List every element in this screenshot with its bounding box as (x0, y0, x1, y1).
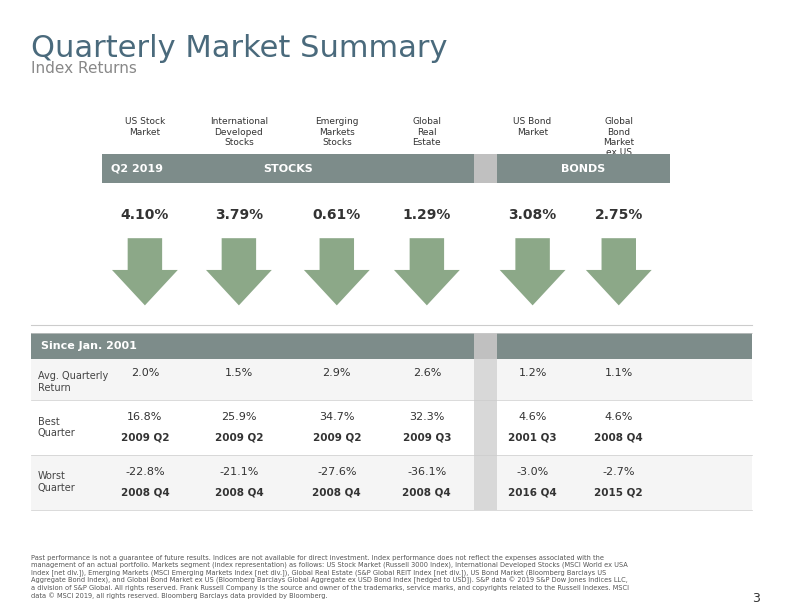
Bar (474, 400, 497, 455)
Text: -3.0%: -3.0% (516, 467, 549, 477)
Text: Avg. Quarterly
Return: Avg. Quarterly Return (37, 371, 108, 392)
Text: 2.6%: 2.6% (413, 368, 441, 378)
Text: BONDS: BONDS (562, 163, 606, 174)
Bar (474, 333, 497, 359)
Text: 3.79%: 3.79% (215, 207, 263, 222)
Text: Quarterly Market Summary: Quarterly Market Summary (32, 34, 447, 62)
Text: Q2 2019: Q2 2019 (111, 163, 163, 174)
Text: 1.29%: 1.29% (402, 207, 451, 222)
Polygon shape (394, 238, 460, 305)
Text: Index Returns: Index Returns (32, 61, 137, 76)
Text: STOCKS: STOCKS (263, 163, 313, 174)
Text: 4.6%: 4.6% (604, 412, 633, 422)
Text: 3: 3 (752, 592, 760, 605)
Polygon shape (304, 238, 370, 305)
Text: Since Jan. 2001: Since Jan. 2001 (40, 341, 136, 351)
Text: -22.8%: -22.8% (125, 467, 165, 477)
Text: 16.8%: 16.8% (128, 412, 162, 422)
Polygon shape (500, 238, 565, 305)
Text: Best
Quarter: Best Quarter (37, 417, 75, 438)
Bar (474, 455, 497, 510)
Text: 3.08%: 3.08% (508, 207, 557, 222)
Text: 2.0%: 2.0% (131, 368, 159, 378)
Text: 4.10%: 4.10% (120, 207, 169, 222)
Text: 32.3%: 32.3% (409, 412, 444, 422)
Text: US Stock
Market: US Stock Market (125, 118, 165, 136)
Polygon shape (586, 238, 652, 305)
Bar (474, 154, 497, 183)
Text: 2008 Q4: 2008 Q4 (594, 432, 643, 442)
Text: 34.7%: 34.7% (319, 412, 355, 422)
Text: Global
Real
Estate: Global Real Estate (413, 118, 441, 147)
Text: 2008 Q4: 2008 Q4 (215, 487, 263, 497)
Text: Emerging
Markets
Stocks: Emerging Markets Stocks (315, 118, 359, 147)
Bar (32, 455, 752, 510)
Text: US Bond
Market: US Bond Market (513, 118, 552, 136)
Text: 0.61%: 0.61% (313, 207, 361, 222)
Text: 2015 Q2: 2015 Q2 (595, 487, 643, 497)
Bar (474, 359, 497, 400)
Text: 2008 Q4: 2008 Q4 (312, 487, 361, 497)
Bar (32, 400, 752, 455)
Polygon shape (206, 238, 272, 305)
Text: 2008 Q4: 2008 Q4 (402, 487, 451, 497)
Text: -2.7%: -2.7% (603, 467, 635, 477)
Bar (32, 333, 752, 359)
Text: Worst
Quarter: Worst Quarter (37, 471, 75, 493)
Text: 2009 Q2: 2009 Q2 (313, 432, 361, 442)
Text: 4.6%: 4.6% (519, 412, 546, 422)
Bar (102, 154, 474, 183)
Text: 2016 Q4: 2016 Q4 (508, 487, 557, 497)
Bar (497, 154, 670, 183)
Text: 25.9%: 25.9% (221, 412, 257, 422)
Text: 2009 Q2: 2009 Q2 (120, 432, 169, 442)
Text: Global
Bond
Market
ex US: Global Bond Market ex US (604, 118, 634, 157)
Text: 2009 Q2: 2009 Q2 (215, 432, 263, 442)
Text: -21.1%: -21.1% (219, 467, 258, 477)
Text: International
Developed
Stocks: International Developed Stocks (210, 118, 268, 147)
Text: 2009 Q3: 2009 Q3 (402, 432, 451, 442)
Text: 1.5%: 1.5% (225, 368, 253, 378)
Text: -27.6%: -27.6% (317, 467, 356, 477)
Text: 2008 Q4: 2008 Q4 (120, 487, 169, 497)
Text: Past performance is not a guarantee of future results. Indices are not available: Past performance is not a guarantee of f… (32, 554, 630, 599)
Polygon shape (112, 238, 177, 305)
Text: 2001 Q3: 2001 Q3 (508, 432, 557, 442)
Bar (32, 359, 752, 400)
Text: 2.75%: 2.75% (595, 207, 643, 222)
Text: 1.2%: 1.2% (519, 368, 546, 378)
Text: 2.9%: 2.9% (322, 368, 351, 378)
Text: -36.1%: -36.1% (407, 467, 447, 477)
Text: 1.1%: 1.1% (604, 368, 633, 378)
